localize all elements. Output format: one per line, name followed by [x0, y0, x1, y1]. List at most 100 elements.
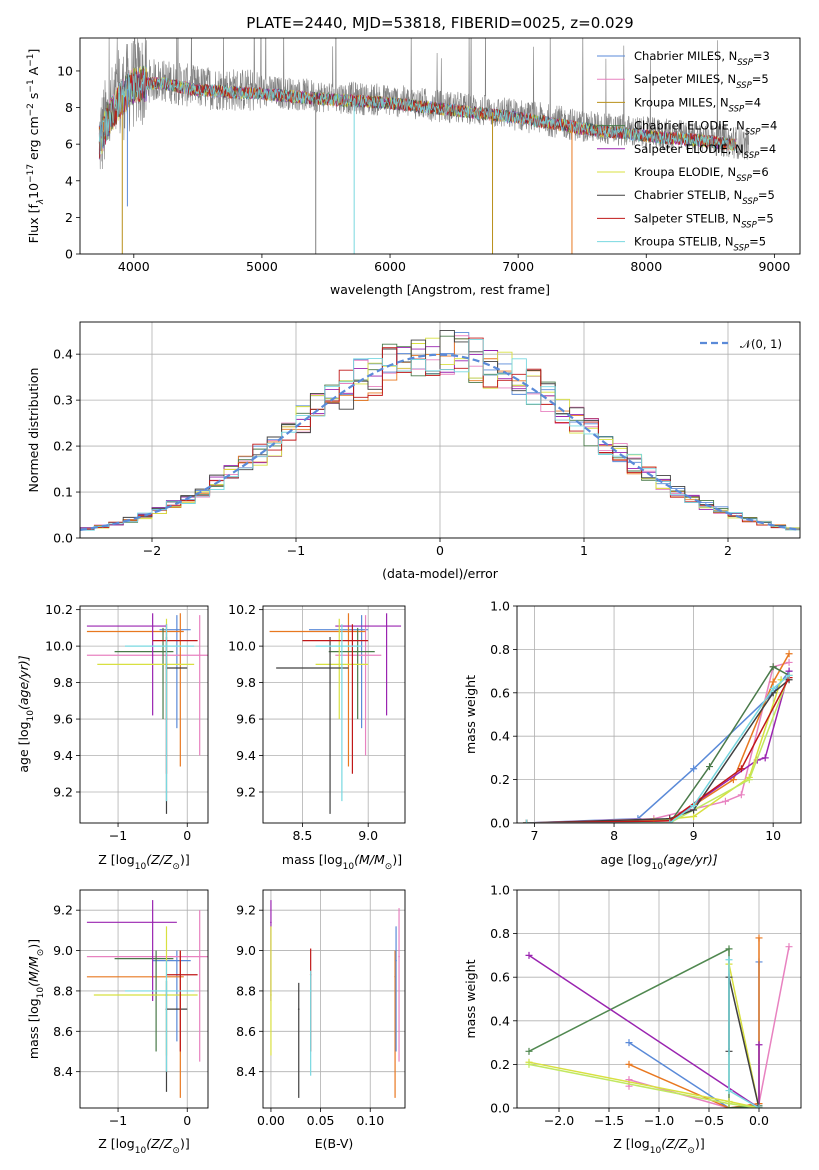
y-tick-label: 0.8 [490, 926, 510, 941]
x-tick-label: 0.00 [257, 1113, 285, 1128]
axes-frame [79, 605, 209, 824]
data-point [360, 628, 363, 631]
y-tick-label: 9.4 [236, 748, 256, 763]
y-axis-label: age [log10(age/yr)] [16, 655, 36, 772]
y-tick-label: 9.2 [236, 903, 256, 918]
weight-marker [725, 1100, 733, 1108]
y-tick-label: 9.8 [236, 675, 256, 690]
panel-mass-weight-vs-metallicity: −2.0 −1.5 −1.0 −0.5 0.0 0.0 0.2 0.4 0.6 0.8 1.0 mas… [463, 883, 802, 1156]
data-point [270, 994, 272, 996]
x-tick-label: 7000 [502, 259, 534, 274]
x-axis-label: Z [log10(Z/Z⊙)] [613, 1136, 704, 1156]
plot-area [80, 606, 208, 823]
weight-marker [769, 678, 777, 686]
axes-frame [516, 605, 802, 824]
data-point [176, 959, 178, 962]
weight-marker [666, 819, 674, 823]
y-tick-label: 0.4 [490, 729, 510, 744]
legend-entry: Chabrier ELODIE, NSSP=4 [634, 119, 777, 138]
x-tick-label: −1 [287, 543, 305, 558]
x-tick-label: −2.0 [544, 1113, 574, 1128]
weight-marker [755, 934, 763, 942]
legend-entry: Kroupa STELIB, NSSP=5 [634, 235, 766, 254]
y-tick-label: 9.6 [53, 712, 73, 727]
y-tick-label: 0.3 [53, 393, 73, 408]
x-axis-label: mass [log10(M/M⊙)] [282, 852, 402, 872]
weight-marker [755, 1104, 763, 1108]
legend-entry: Kroupa MILES, NSSP=4 [634, 95, 761, 114]
x-tick-label: 0.0 [749, 1113, 769, 1128]
data-point [329, 667, 331, 669]
x-tick-label: 6000 [374, 259, 406, 274]
data-point [165, 645, 168, 647]
legend-entry: 𝒩(0, 1) [740, 337, 782, 351]
x-axis-label: age [log10(age/yr)] [600, 852, 717, 872]
weight-marker [525, 1047, 533, 1055]
x-tick-label: 10 [765, 828, 781, 843]
axes-frame [79, 37, 801, 255]
x-tick-label: 0.10 [356, 1113, 384, 1128]
y-tick-label: 9.0 [236, 943, 256, 958]
axes-frame [79, 889, 209, 1109]
panel-spectrum: 4000 5000 6000 7000 8000 9000 0 2 4 6 8 10 Flux [fλ1… [26, 37, 801, 297]
data-point [151, 921, 154, 924]
y-tick-label: 2 [65, 210, 73, 225]
x-axis-label: wavelength [Angstrom, rest frame] [330, 282, 550, 297]
weight-marker [785, 650, 793, 658]
y-tick-label: 8.6 [53, 1024, 73, 1039]
x-tick-label: 0 [183, 828, 191, 843]
x-tick-label: −1 [109, 828, 127, 843]
y-tick-label: 6 [65, 137, 73, 152]
y-tick-label: 0.4 [490, 1013, 510, 1028]
panel-residual-histogram: −2 −1 0 1 2 0.0 0.1 0.2 0.3 0.4 Normed distributio… [26, 321, 801, 581]
y-tick-label: 8.4 [236, 1064, 256, 1079]
axes-frame [516, 889, 802, 1109]
panel-age-vs-metallicity: −1 0 9.2 9.4 9.6 9.8 10.0 10.2 Z [log10(Z/Z⊙)] ag… [16, 602, 209, 872]
y-tick-label: 10.2 [228, 602, 256, 617]
x-tick-label: 8 [610, 828, 618, 843]
x-tick-label: −1.5 [594, 1113, 624, 1128]
weight-marker [625, 1039, 633, 1047]
weight-marker [625, 1060, 633, 1068]
weight-line-0 [526, 670, 790, 823]
y-tick-label: 8 [65, 100, 73, 115]
weight-line-3 [526, 665, 790, 823]
data-point [309, 990, 312, 992]
y-tick-label: 9.8 [53, 675, 73, 690]
y-axis-label: Flux [fλ10−17 erg cm−2 s−1 A−1] [26, 49, 46, 244]
y-tick-label: 8.6 [236, 1024, 256, 1039]
plot-area [517, 890, 801, 1108]
plot-area [263, 890, 405, 1108]
panel-mass-weight-vs-age: 7 8 9 10 0.0 0.2 0.4 0.6 0.8 1.0 mass weight age [l… [463, 599, 802, 872]
weight-line-1 [526, 661, 790, 823]
weight-line-4 [528, 954, 760, 1108]
panel-mass-vs-extinction: 0.00 0.05 0.10 8.4 8.6 8.8 9.0 9.2 E(B-V) [236, 889, 406, 1151]
x-tick-label: 2 [724, 543, 732, 558]
weight-marker [725, 1087, 733, 1095]
x-tick-label: 0 [183, 1113, 191, 1128]
x-axis-label: E(B-V) [315, 1136, 354, 1151]
weight-marker [525, 1060, 533, 1068]
plot-area [98, 38, 750, 254]
x-tick-label: 9.0 [358, 828, 378, 843]
x-tick-label: 4000 [118, 259, 150, 274]
weight-marker [737, 791, 745, 799]
data-point [398, 955, 400, 958]
data-point [347, 630, 350, 633]
plot-area [80, 322, 800, 538]
y-tick-label: 8.4 [53, 1064, 73, 1079]
y-tick-label: 0.0 [53, 531, 73, 546]
panel-mass-vs-metallicity: −1 0 8.4 8.6 8.8 9.0 9.2 Z [log10(Z/Z⊙)] mass [l… [26, 889, 209, 1156]
weight-line-5 [526, 679, 782, 823]
model-line-8 [98, 70, 736, 155]
weight-marker [761, 754, 769, 762]
axes-frame [262, 889, 406, 1109]
data-point [351, 639, 354, 642]
y-tick-label: 0.6 [490, 970, 510, 985]
x-tick-label: −2 [143, 543, 161, 558]
x-axis-label: (data-model)/error [382, 566, 499, 581]
data-point [198, 955, 201, 958]
y-axis-label: mass weight [463, 959, 478, 1038]
weight-marker [785, 943, 793, 951]
